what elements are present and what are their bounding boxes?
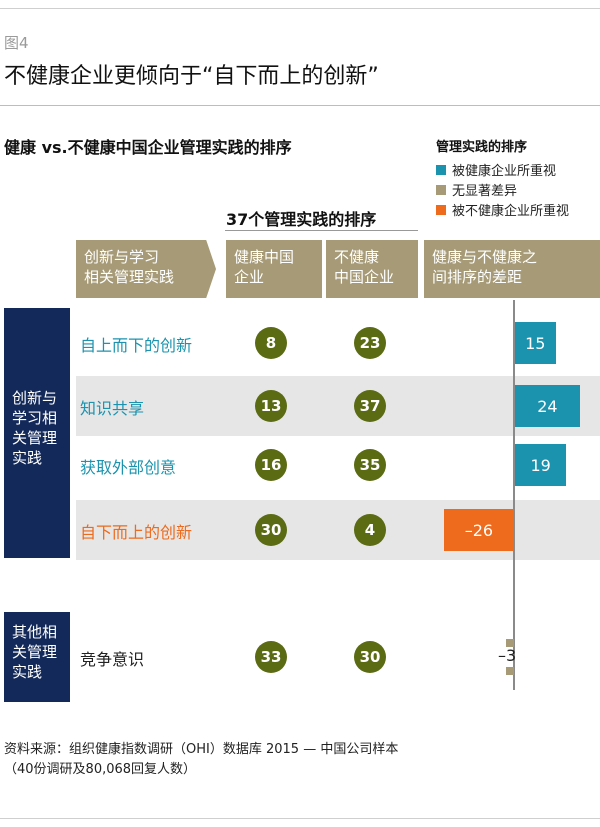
category-label: 自下而上的创新	[80, 523, 193, 542]
bottom-rule	[0, 818, 600, 819]
chart-subtitle: 健康 vs.不健康中国企业管理实践的排序	[4, 138, 292, 157]
column-header-text: 创新与学习 相关管理实践	[84, 248, 175, 286]
legend-item-unhealthy: 被不健康企业所重视	[436, 200, 569, 219]
unhealthy-rank-circle: 23	[354, 327, 386, 359]
gap-bar: 24	[515, 385, 580, 427]
chart-title: 不健康企业更倾向于“自下而上的创新”	[4, 64, 379, 89]
top-rule	[0, 8, 600, 9]
gap-bar	[505, 639, 514, 647]
group-innovation: 创新与 学习相 关管理 实践	[4, 308, 70, 558]
column-header-text: 健康中国 企业	[234, 248, 295, 286]
gap-bar: 19	[515, 444, 567, 486]
unhealthy-rank-circle: 35	[354, 449, 386, 481]
healthy-rank-circle: 13	[255, 390, 287, 422]
rank-header: 37个管理实践的排序	[226, 210, 377, 229]
healthy-rank-circle: 33	[255, 641, 287, 673]
group-other: 其他相 关管理 实践	[4, 612, 70, 702]
legend-swatch	[436, 204, 446, 215]
legend-label: 被健康企业所重视	[452, 164, 557, 179]
legend-item-neutral: 无显著差异	[436, 180, 517, 199]
unhealthy-rank-circle: 30	[354, 641, 386, 673]
healthy-rank-circle: 8	[255, 327, 287, 359]
category-label: 自上而下的创新	[80, 336, 193, 355]
legend-item-healthy: 被健康企业所重视	[436, 160, 556, 179]
column-header-text: 健康与不健康之 间排序的差距	[432, 248, 538, 286]
zero-axis	[513, 300, 515, 690]
column-header-gap: 健康与不健康之 间排序的差距	[424, 240, 600, 298]
column-header-unhealthy: 不健康 中国企业	[326, 240, 418, 298]
legend-label: 无显著差异	[452, 184, 518, 199]
column-header-healthy: 健康中国 企业	[226, 240, 322, 298]
legend-swatch	[436, 184, 446, 195]
source-note: 资料来源：组织健康指数调研（OHI）数据库 2015 — 中国公司样本 （40份…	[4, 740, 398, 780]
gap-bar	[505, 667, 514, 675]
title-rule	[0, 105, 600, 106]
row-band	[76, 376, 600, 436]
legend-swatch	[436, 164, 446, 175]
column-header-category: 创新与学习 相关管理实践	[76, 240, 216, 298]
gap-bar: 15	[515, 322, 556, 364]
source-line: （40份调研及80,068回复人数）	[4, 762, 197, 777]
unhealthy-rank-circle: 37	[354, 390, 386, 422]
gap-bar: –26	[443, 509, 514, 551]
legend-label: 被不健康企业所重视	[452, 204, 570, 219]
figure-number: 图4	[4, 34, 29, 52]
category-label: 竞争意识	[80, 650, 145, 669]
healthy-rank-circle: 16	[255, 449, 287, 481]
legend-title: 管理实践的排序	[436, 140, 528, 155]
column-header-text: 不健康 中国企业	[334, 248, 395, 286]
unhealthy-rank-circle: 4	[354, 514, 386, 546]
category-label: 知识共享	[80, 399, 145, 418]
category-label: 获取外部创意	[80, 458, 177, 477]
healthy-rank-circle: 30	[255, 514, 287, 546]
gap-value-label: –3	[498, 646, 517, 665]
rank-header-rule	[225, 230, 418, 231]
source-line: 资料来源：组织健康指数调研（OHI）数据库 2015 — 中国公司样本	[4, 742, 399, 757]
